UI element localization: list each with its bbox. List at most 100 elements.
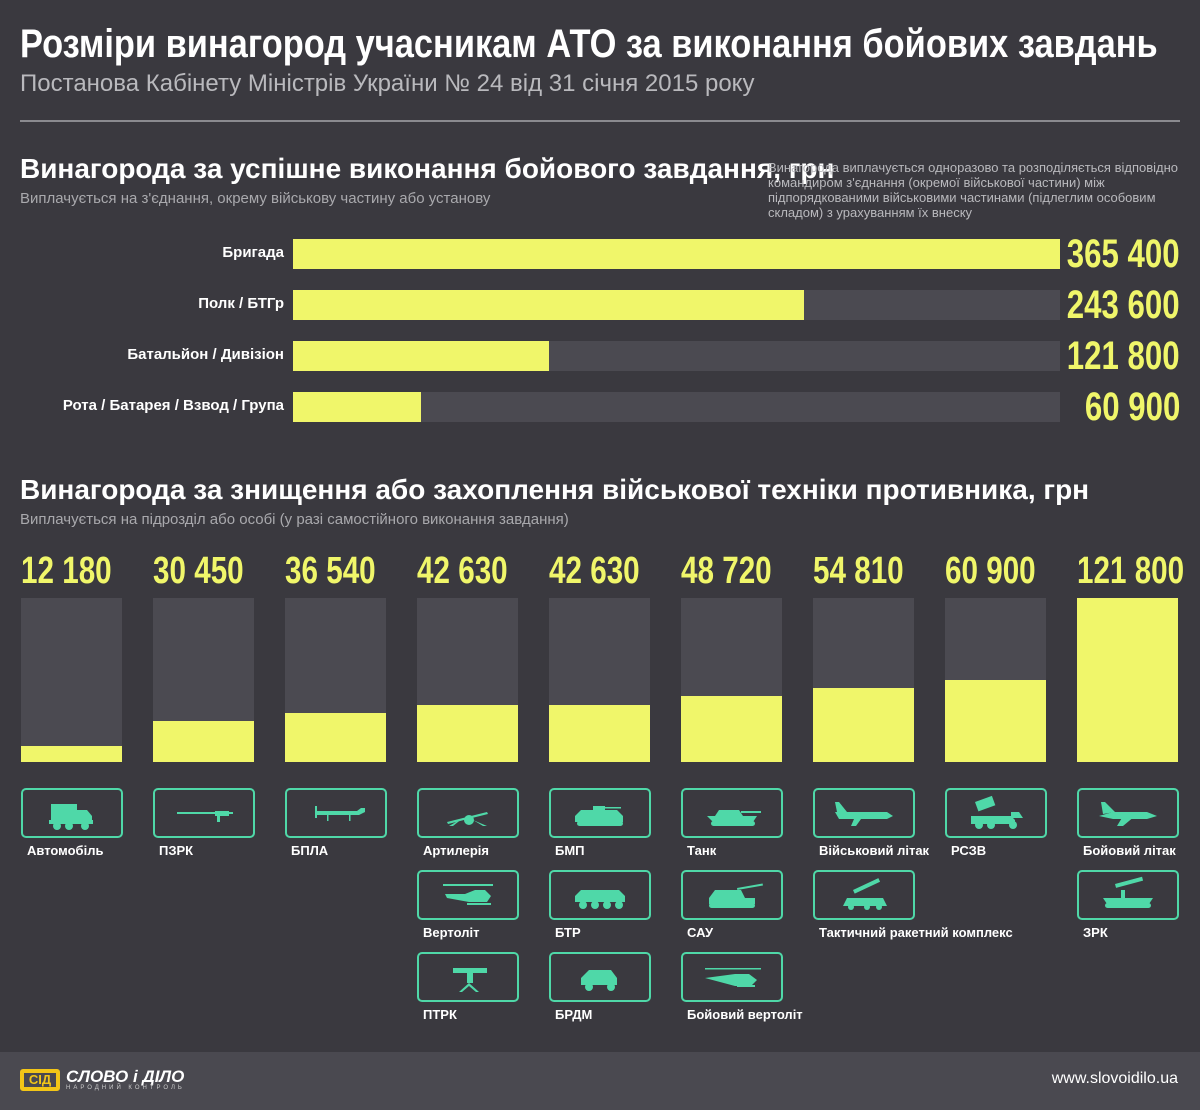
bar-value: 243 600 [1067,283,1180,327]
bar [293,341,549,371]
truck-icon [49,804,93,830]
equipment-label: Артилерія [423,843,489,858]
scout-car-icon [581,970,617,991]
sam-icon [1103,876,1153,908]
logo[interactable]: СІД СЛОВО і ДІЛО НАРОДНИЙ КОНТРОЛЬ [20,1068,185,1091]
column-value: 42 630 [549,550,640,592]
column-value: 30 450 [153,550,244,592]
logo-name: СЛОВО і ДІЛО [66,1067,185,1086]
section2-subtitle: Виплачується на підрозділ або особі (у р… [20,511,569,528]
equipment-label: САУ [687,925,714,940]
equipment-label: Військовий літак [819,843,930,858]
missile-launcher-icon [843,878,887,910]
equipment-label: БПЛА [291,843,329,858]
column-bar [153,721,254,762]
bar-label: Рота / Батарея / Взвод / Група [62,397,284,414]
page-title: Розміри винагород учасникам АТО за викон… [20,22,1200,67]
equipment-icon-box [549,788,651,838]
website-link[interactable]: www.slovoidilo.ua [1051,1070,1178,1087]
equipment-icon-box [681,870,783,920]
bar-value: 121 800 [1067,334,1180,378]
bar [293,392,421,422]
column-track [285,598,386,762]
column-value: 12 180 [21,550,112,592]
column-bar [1077,598,1178,762]
column-value: 48 720 [681,550,772,592]
equipment-label: БТР [555,925,581,940]
mlrs-icon [971,795,1023,829]
page-subtitle: Постанова Кабінету Міністрів України № 2… [20,70,755,97]
equipment-label: РСЗВ [951,843,987,858]
equipment-item: ЗРК [1077,870,1200,940]
bar-label: Бригада [222,244,284,261]
equipment-item: Військовий літак [813,788,943,858]
apc-icon [575,890,625,909]
equipment-item: Автомобіль [21,788,151,858]
equipment-item: БМП [549,788,679,858]
transport-plane-icon [835,802,893,826]
equipment-icon-box [681,952,783,1002]
attack-helicopter-icon [705,968,761,987]
equipment-label: Тактичний ракетний комплекс [819,925,1013,940]
bar-row: Бригада 365 400 [0,232,1200,276]
column-track [153,598,254,762]
bar-value: 365 400 [1067,232,1180,276]
column-value: 36 540 [285,550,376,592]
equipment-label: ПЗРК [159,843,194,858]
bar [293,239,1060,269]
column-track [549,598,650,762]
section1-subtitle: Виплачується на з'єднання, окрему військ… [20,190,491,207]
helicopter-icon [443,884,493,905]
equipment-icon-box [813,870,915,920]
equipment-item: Бойовий вертоліт [681,952,811,1022]
equipment-item: Бойовий літак [1077,788,1200,858]
bar-row: Рота / Батарея / Взвод / Група 60 900 [0,385,1200,429]
equipment-item: Танк [681,788,811,858]
equipment-icon-box [945,788,1047,838]
equipment-item: Артилерія [417,788,547,858]
equipment-icon-box [813,788,915,838]
bar [293,290,805,320]
column-bar [417,704,518,762]
equipment-icon-box [21,788,123,838]
column-bar [549,704,650,762]
column-track [417,598,518,762]
bar-track [293,239,1060,269]
drone-icon [315,806,365,821]
bar-label: Полк / БТГр [198,295,284,312]
bar-label: Батальйон / Дивізіон [127,346,284,363]
equipment-label: Автомобіль [27,843,104,858]
section1-title: Винагорода за успішне виконання бойового… [20,153,835,184]
column-value: 60 900 [945,550,1036,592]
equipment-icon-box [1077,788,1179,838]
equipment-item: БТР [549,870,679,940]
equipment-icon-box [417,870,519,920]
section1-note: Винагорода виплачується одноразово та ро… [768,160,1179,220]
equipment-icon-box [549,870,651,920]
equipment-label: ЗРК [1083,925,1108,940]
equipment-label: ПТРК [423,1007,457,1022]
bar-track [293,290,1060,320]
equipment-label: Бойовий вертоліт [687,1007,803,1022]
column-track [813,598,914,762]
divider [20,120,1180,122]
equipment-item: ПТРК [417,952,547,1022]
bar-row: Батальйон / Дивізіон 121 800 [0,334,1200,378]
equipment-icon-box [681,788,783,838]
equipment-label: Бойовий літак [1083,843,1176,858]
column-track [681,598,782,762]
column-track [21,598,122,762]
fighter-jet-icon [1099,802,1157,826]
self-propelled-gun-icon [709,883,763,908]
artillery-icon [447,812,488,826]
column-bar [813,688,914,762]
column-bar [945,680,1046,762]
title-text: Розміри винагород учасникам АТО за викон… [20,22,1158,66]
atgm-icon [453,968,487,992]
equipment-label: БМП [555,843,585,858]
column-track [1077,598,1178,762]
bar-track [293,392,1060,422]
footer [0,1052,1200,1110]
logo-mark: СІД [20,1068,60,1091]
column-value: 42 630 [417,550,508,592]
